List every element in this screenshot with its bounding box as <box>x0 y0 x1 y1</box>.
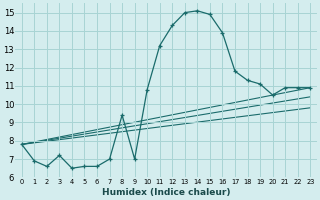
X-axis label: Humidex (Indice chaleur): Humidex (Indice chaleur) <box>102 188 230 197</box>
